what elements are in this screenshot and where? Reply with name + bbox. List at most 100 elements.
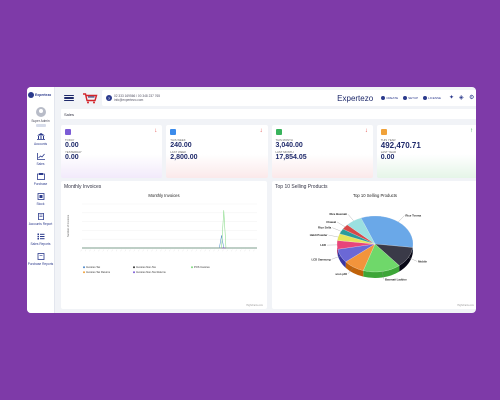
license-button[interactable]: LICENSE bbox=[423, 96, 441, 100]
stat-card-monthly: ↓ THIS MONTH 3,040.00 LAST MONTH 17,854.… bbox=[271, 125, 373, 178]
pie-label: LED bbox=[320, 243, 326, 247]
stat-caption: LAST MONTH bbox=[275, 150, 294, 154]
pie-slice-side bbox=[345, 261, 364, 277]
pie-label-line bbox=[332, 227, 342, 232]
stats-row: ↓ TODAY 0.00 YESTERDAY 0.00 ↓ THIS WEEK … bbox=[61, 125, 476, 178]
chart-title: Monthly Invoices bbox=[148, 193, 180, 198]
x-tick-label: — bbox=[129, 249, 132, 252]
sidebar-item-label: Sales bbox=[36, 162, 45, 166]
sidebar-item-label: Accounts bbox=[33, 142, 48, 146]
x-tick-label: — bbox=[89, 249, 92, 252]
x-tick-label: — bbox=[195, 249, 198, 252]
sparkle-icon[interactable]: ✦ bbox=[449, 94, 455, 101]
x-tick-label: — bbox=[226, 249, 229, 252]
pie-slice-side bbox=[399, 247, 413, 272]
stat-value: 492,470.71 bbox=[380, 141, 421, 150]
x-tick-label: — bbox=[107, 249, 110, 252]
pie-label: Basmati Laddoo bbox=[385, 277, 407, 281]
create-label: CREATE bbox=[386, 96, 399, 100]
pie-label: Rice Sella bbox=[318, 226, 332, 230]
pie-label-line bbox=[347, 267, 354, 274]
x-tick-label: — bbox=[244, 249, 247, 252]
trend-up-icon: ↑ bbox=[470, 128, 473, 134]
panel-title: Monthly Invoices bbox=[64, 184, 102, 190]
cart-logo-icon[interactable] bbox=[82, 92, 98, 104]
x-tick-label: — bbox=[169, 249, 172, 252]
brand[interactable]: Expertezo bbox=[27, 89, 54, 101]
purchase-report-icon bbox=[37, 253, 45, 260]
legend-item: Invoices Tax Returns bbox=[86, 270, 111, 274]
contact-email[interactable]: info@expertezo.com bbox=[114, 98, 144, 102]
report-icon bbox=[37, 213, 45, 220]
setup-button[interactable]: SETUP bbox=[403, 96, 418, 100]
stat-caption: LAST YEAR bbox=[380, 150, 397, 154]
avatar[interactable] bbox=[35, 107, 46, 117]
top-products-panel: Top 10 Selling Products Top 10 Selling P… bbox=[272, 181, 476, 309]
x-tick-label: — bbox=[151, 249, 154, 252]
stat-value: 17,854.05 bbox=[275, 154, 307, 161]
sidebar-item-stock[interactable]: Stock bbox=[27, 191, 55, 208]
sidebar-item-sales-reports[interactable]: Sales Reports bbox=[27, 231, 55, 248]
pie-label: Haldi Powder bbox=[310, 233, 329, 237]
trend-down-icon: ↓ bbox=[364, 128, 368, 134]
contact-phone: 02 333 169566 / 00 348 237 765 bbox=[114, 94, 161, 98]
user-role: Super Admin bbox=[31, 119, 50, 123]
chart-credit[interactable]: Highcharts.com bbox=[246, 304, 263, 307]
sidebar-item-sales[interactable]: Sales bbox=[27, 151, 55, 168]
sidebar-item-purchase[interactable]: Purchase bbox=[27, 171, 55, 188]
clipboard-icon bbox=[380, 129, 387, 135]
x-tick-label: — bbox=[235, 249, 238, 252]
x-tick-label: — bbox=[111, 249, 114, 252]
contact-bar: ? 02 333 169566 / 00 348 237 765 info@ex… bbox=[102, 90, 476, 106]
line-chart: Number of Invoices— — — — — — — — — — — — — — — — — — — — — —… bbox=[66, 203, 257, 274]
x-tick-label: — bbox=[120, 249, 123, 252]
sidebar-item-accounts[interactable]: Accounts bbox=[27, 131, 55, 148]
x-tick-label: — bbox=[93, 249, 96, 252]
pie-label: LCD Samsung bbox=[311, 257, 330, 261]
x-tick-label: — bbox=[155, 249, 158, 252]
x-tick-label: — bbox=[249, 249, 252, 252]
sidebar-item-label: Purchase bbox=[33, 182, 48, 186]
user-menu-button[interactable] bbox=[35, 124, 46, 127]
y-axis-label: Number of Invoices bbox=[66, 214, 70, 237]
user-panel: Super Admin bbox=[31, 107, 50, 127]
stat-caption: YESTERDAY bbox=[65, 150, 82, 154]
sidebar-item-purchase-reports[interactable]: Purchase Reports bbox=[27, 251, 55, 268]
create-button[interactable]: CREATE bbox=[381, 96, 398, 100]
series-line bbox=[82, 235, 257, 249]
notification-icon[interactable]: ◈ bbox=[459, 94, 464, 101]
x-tick-label: — bbox=[209, 249, 212, 252]
legend-marker bbox=[191, 266, 193, 269]
charts-row: Monthly Invoices Monthly Invoices Number… bbox=[61, 181, 476, 313]
x-tick-label: — bbox=[217, 249, 220, 252]
x-tick-label: — bbox=[231, 249, 234, 252]
stat-card-weekly: ↓ THIS WEEK 240.00 LAST WEEK 2,800.00 bbox=[166, 125, 268, 178]
x-tick-label: — bbox=[160, 249, 163, 252]
list-icon bbox=[37, 233, 45, 240]
pie-label: Mobile bbox=[418, 259, 427, 263]
pie-label-line bbox=[408, 257, 418, 262]
x-tick-label: — bbox=[116, 249, 119, 252]
x-tick-label: — bbox=[186, 249, 189, 252]
pie-chart: Rice Tooma Mobile Basmati Laddoo uion p30 LC… bbox=[310, 212, 428, 281]
chart-credit[interactable]: Highcharts.com bbox=[457, 304, 474, 307]
x-tick-label: — bbox=[178, 249, 181, 252]
stat-value: 2,800.00 bbox=[170, 154, 198, 161]
stock-icon bbox=[37, 193, 45, 200]
sidebar: Expertezo Super Admin Accounts Sales bbox=[27, 87, 55, 313]
series-line bbox=[82, 210, 257, 249]
legend-marker bbox=[83, 266, 85, 269]
x-tick-label: — bbox=[191, 249, 194, 252]
contact-info: 02 333 169566 / 00 348 237 765 info@expe… bbox=[114, 94, 160, 102]
key-icon bbox=[423, 96, 428, 100]
sidebar-nav: Accounts Sales Purchase Stock bbox=[27, 131, 55, 268]
pie-slice bbox=[347, 217, 376, 245]
sidebar-item-accounts-report[interactable]: Accounts Report bbox=[27, 211, 55, 228]
pie-label-line bbox=[331, 255, 341, 260]
help-icon[interactable]: ? bbox=[106, 95, 112, 101]
app-window: Expertezo Super Admin Accounts Sales bbox=[27, 87, 476, 313]
gear-icon[interactable]: ⚙ bbox=[469, 94, 475, 101]
x-tick-label: — bbox=[133, 249, 136, 252]
menu-toggle-icon[interactable] bbox=[64, 94, 74, 102]
x-tick-label: — bbox=[164, 249, 167, 252]
